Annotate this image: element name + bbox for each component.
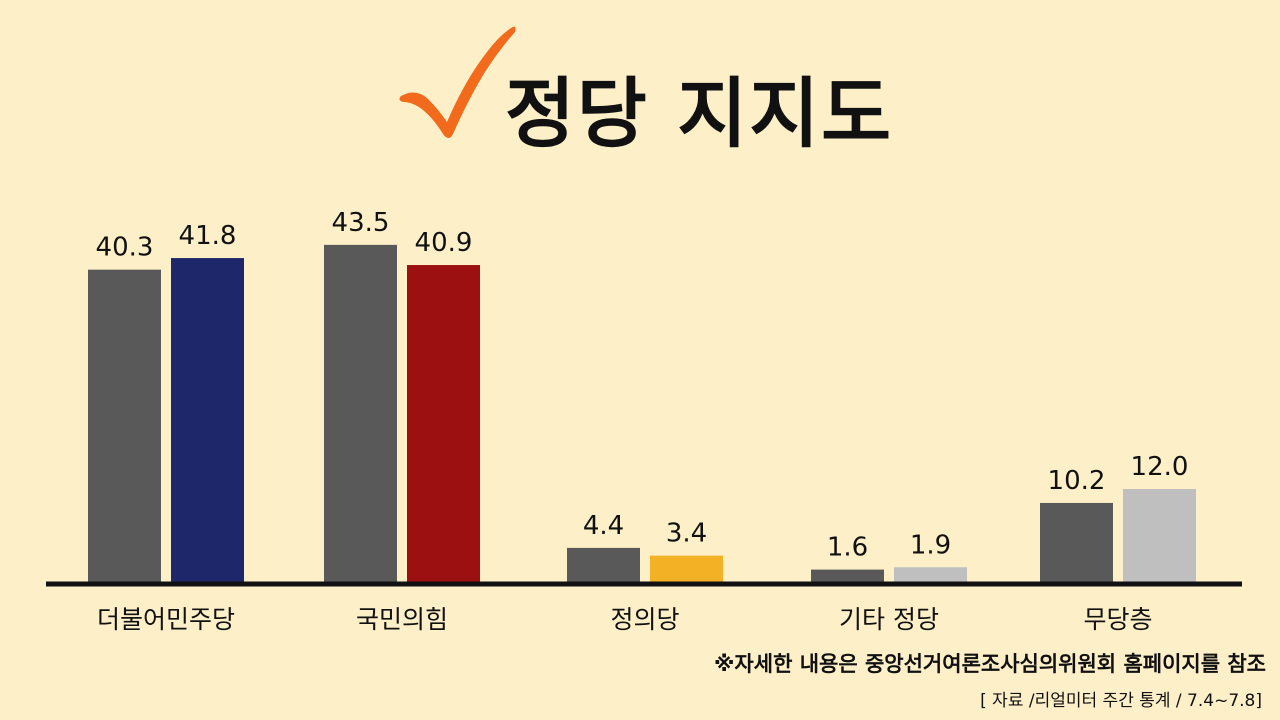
value-label-4-0: 10.2 — [1048, 466, 1106, 496]
value-label-3-1: 1.9 — [910, 530, 951, 560]
bar-2-0 — [567, 547, 640, 582]
bar-2-1 — [650, 555, 723, 582]
bar-1-0 — [324, 244, 397, 582]
source-text: [ 자료 /리얼미터 주간 통계 / 7.4~7.8] — [980, 691, 1262, 711]
value-label-2-1: 3.4 — [666, 519, 707, 549]
bar-0-0 — [88, 269, 161, 582]
value-label-0-0: 40.3 — [96, 233, 154, 263]
value-labels-layer: 40.3 41.8 43.5 40.9 4.4 3.4 1.6 1.9 10.2 12.0 — [96, 208, 1189, 563]
value-label-1-0: 43.5 — [332, 208, 390, 238]
category-labels-layer: 더불어민주당 국민의힘 정의당 기타 정당 무당층 — [97, 605, 1153, 634]
category-label-1: 국민의힘 — [356, 605, 448, 634]
page-title: 정당 지지도 — [505, 69, 894, 158]
value-label-1-1: 40.9 — [415, 228, 473, 258]
category-label-2: 정의당 — [610, 605, 679, 634]
bar-1-1 — [407, 265, 480, 582]
note-text: ※자세한 내용은 중앙선거여론조사심의위원회 홈페이지를 참조 — [714, 652, 1266, 676]
category-label-0: 더불어민주당 — [97, 605, 235, 634]
bar-4-1 — [1123, 489, 1196, 582]
value-label-3-0: 1.6 — [827, 533, 868, 563]
bar-0-1 — [171, 258, 244, 582]
category-label-3: 기타 정당 — [839, 605, 939, 634]
orange-checkmark-icon — [399, 26, 516, 138]
bar-4-0 — [1040, 502, 1113, 582]
bar-3-1 — [894, 567, 967, 582]
category-label-4: 무당층 — [1083, 605, 1152, 634]
value-label-4-1: 12.0 — [1131, 452, 1189, 482]
value-label-2-0: 4.4 — [583, 511, 624, 541]
bars-layer — [88, 244, 1196, 582]
title-area: 정당 지지도 — [0, 0, 1280, 180]
value-label-0-1: 41.8 — [179, 221, 237, 251]
bar-3-0 — [811, 569, 884, 582]
